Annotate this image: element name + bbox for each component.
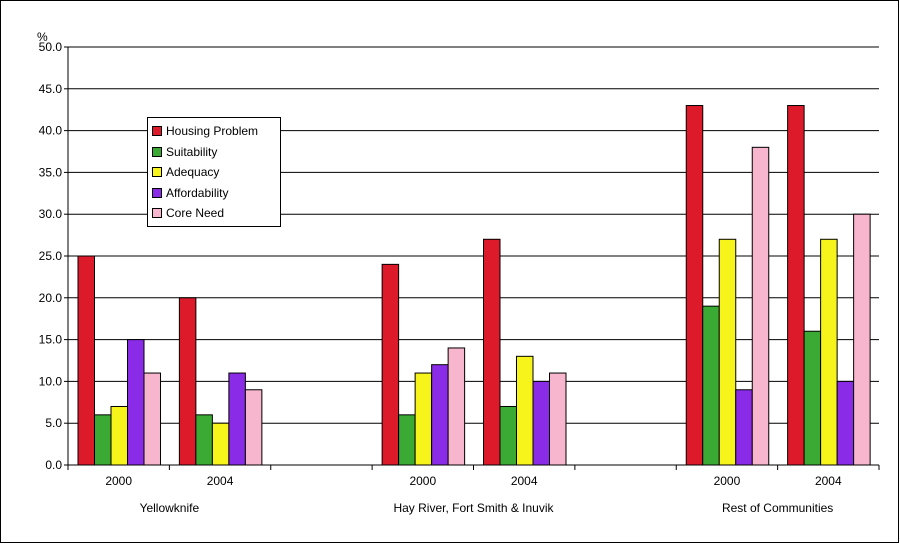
bar: [532, 380, 550, 466]
y-tick-label: 50.0: [39, 40, 63, 54]
bar: [414, 372, 433, 466]
x-tick-label: 2000: [409, 474, 436, 488]
legend-swatch: [152, 208, 162, 219]
group-label: Yellowknife: [140, 501, 200, 515]
bar: [685, 105, 704, 466]
x-tick-label: 2000: [105, 474, 132, 488]
x-tick-label: 2004: [207, 474, 234, 488]
y-tick-label: 40.0: [39, 124, 63, 138]
y-tick-label: 20.0: [39, 291, 63, 305]
legend-label: Core Need: [166, 206, 225, 221]
bar: [483, 238, 501, 466]
legend-label: Affordability: [166, 185, 229, 200]
legend-label: Adequacy: [166, 165, 220, 180]
y-tick-label: 45.0: [39, 82, 63, 96]
bar: [787, 105, 805, 466]
group-label: Hay River, Fort Smith & Inuvik: [393, 501, 554, 515]
bar: [431, 364, 449, 466]
legend-swatch: [152, 126, 162, 137]
y-tick-label: 0.0: [45, 458, 62, 472]
bar: [398, 414, 416, 466]
bar: [381, 263, 400, 466]
bar: [751, 146, 770, 466]
x-tick-label: 2000: [714, 474, 741, 488]
bar: [549, 372, 567, 466]
legend: Housing Problem Suitability Adequacy Afford…: [147, 117, 281, 227]
y-tick-label: 25.0: [39, 249, 63, 263]
bar: [143, 372, 161, 466]
bar: [94, 414, 112, 466]
bar: [803, 330, 822, 466]
legend-item: Suitability: [152, 142, 276, 163]
bar: [820, 238, 838, 466]
bar: [127, 339, 145, 466]
bar: [718, 238, 737, 466]
bar: [110, 405, 128, 466]
legend-swatch: [152, 146, 162, 157]
legend-swatch: [152, 167, 162, 178]
bar: [735, 389, 753, 466]
bar: [853, 213, 871, 466]
bar: [178, 297, 197, 466]
x-tick-label: 2004: [511, 474, 538, 488]
legend-label: Suitability: [166, 144, 218, 159]
y-tick-label: 30.0: [39, 207, 63, 221]
x-tick-label: 2004: [815, 474, 842, 488]
bar: [211, 422, 230, 466]
legend-swatch: [152, 187, 162, 198]
bar: [499, 405, 517, 466]
bar: [195, 414, 213, 466]
bar: [836, 380, 855, 466]
legend-item: Adequacy: [152, 162, 276, 183]
axis-labels: 0.0 5.0 10.0 15.0 20.0 25.0 30.0 35.0 40.0 45.0 50…: [37, 30, 842, 515]
legend-label: Housing Problem: [166, 124, 259, 139]
y-tick-label: 5.0: [45, 416, 62, 430]
bar: [702, 305, 720, 466]
bar: [244, 389, 263, 466]
bar: [447, 347, 466, 466]
legend-item: Affordability: [152, 183, 276, 204]
axes: [64, 46, 880, 470]
bars: [77, 105, 871, 466]
bar: [228, 372, 246, 466]
bar: [516, 355, 534, 466]
legend-item: Core Need: [152, 203, 276, 224]
y-tick-label: 15.0: [39, 333, 63, 347]
bar: [77, 255, 95, 466]
y-tick-label: 10.0: [39, 374, 63, 388]
y-axis-label: %: [37, 30, 48, 44]
group-label: Rest of Communities: [722, 501, 833, 515]
y-tick-label: 35.0: [39, 165, 63, 179]
legend-item: Housing Problem: [152, 121, 276, 142]
